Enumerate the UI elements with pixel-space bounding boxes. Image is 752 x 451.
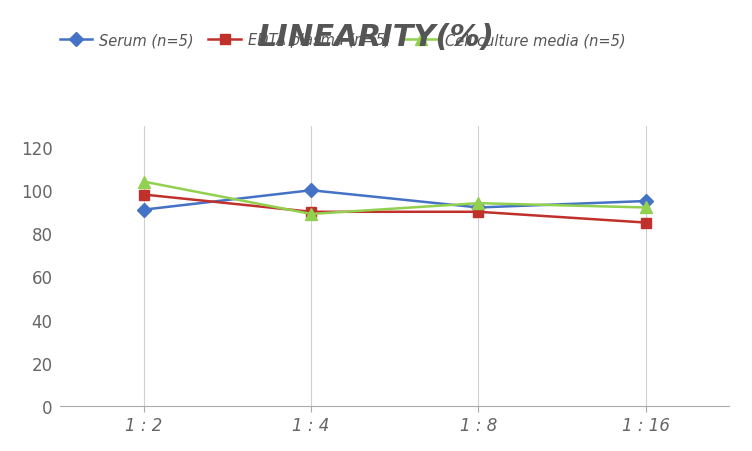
Serum (n=5) (139, 207, 148, 213)
Text: LINEARITY(%): LINEARITY(%) (257, 23, 495, 51)
Serum (n=5) (307, 188, 316, 193)
Cell culture media (n=5) (474, 201, 483, 207)
EDTA plasma (n=5) (307, 210, 316, 215)
Serum (n=5) (474, 205, 483, 211)
Cell culture media (n=5) (641, 205, 650, 211)
Cell culture media (n=5) (307, 212, 316, 217)
Line: Serum (n=5): Serum (n=5) (139, 186, 650, 215)
Line: Cell culture media (n=5): Cell culture media (n=5) (138, 176, 652, 221)
Serum (n=5) (641, 199, 650, 204)
EDTA plasma (n=5) (474, 210, 483, 215)
EDTA plasma (n=5) (139, 193, 148, 198)
EDTA plasma (n=5) (641, 221, 650, 226)
Line: EDTA plasma (n=5): EDTA plasma (n=5) (139, 190, 650, 228)
Cell culture media (n=5) (139, 179, 148, 185)
Legend: Serum (n=5), EDTA plasma (n=5), Cell culture media (n=5): Serum (n=5), EDTA plasma (n=5), Cell cul… (54, 28, 631, 54)
